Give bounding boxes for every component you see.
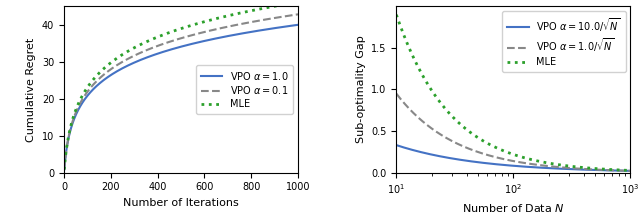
VPO $\alpha = 1.0/\sqrt{N}$ (627, 170, 634, 172)
VPO $\alpha = 1.0/\sqrt{N}$ (622, 170, 630, 172)
Y-axis label: Cumulative Regret: Cumulative Regret (26, 37, 36, 142)
MLE (60, 168, 68, 171)
VPO $\alpha = 10.0/\sqrt{N}$ (627, 170, 634, 172)
VPO $\alpha = 0.1$ (294, 13, 302, 16)
VPO $\alpha = 1.0/\sqrt{N}$ (596, 168, 604, 171)
Legend: VPO $\alpha = 1.0$, VPO $\alpha = 0.1$, MLE: VPO $\alpha = 1.0$, VPO $\alpha = 0.1$, … (196, 65, 293, 114)
VPO $\alpha = 1.0$ (264, 28, 272, 30)
Line: VPO $\alpha = 0.1$: VPO $\alpha = 0.1$ (64, 14, 298, 170)
Legend: VPO $\alpha = 10.0/\sqrt{N}$, VPO $\alpha = 1.0/\sqrt{N}$, MLE: VPO $\alpha = 10.0/\sqrt{N}$, VPO $\alph… (502, 11, 625, 72)
MLE (392, 13, 400, 16)
MLE (150, 37, 157, 40)
VPO $\alpha = 0.1$ (60, 168, 68, 171)
Line: MLE: MLE (64, 2, 298, 170)
VPO $\alpha = 0.1$ (290, 14, 298, 16)
VPO $\alpha = 1.0/\sqrt{N}$ (433, 131, 441, 133)
VPO $\alpha = 1.0$ (87, 91, 95, 93)
MLE (627, 169, 634, 172)
VPO $\alpha = 10.0/\sqrt{N}$ (596, 169, 604, 171)
Y-axis label: Sub-optimality Gap: Sub-optimality Gap (356, 36, 365, 143)
X-axis label: Number of Data $N$: Number of Data $N$ (462, 202, 564, 213)
VPO $\alpha = 1.0/\sqrt{N}$ (483, 153, 490, 156)
VPO $\alpha = 1.0$ (294, 23, 302, 26)
VPO $\alpha = 0.1$ (150, 46, 157, 49)
VPO $\alpha = 10.0/\sqrt{N}$ (483, 162, 490, 164)
VPO $\alpha = 1.0$ (60, 168, 68, 171)
VPO $\alpha = 10.0/\sqrt{N}$ (622, 170, 630, 172)
MLE (290, 2, 298, 4)
VPO $\alpha = 0.1$ (101, 73, 109, 75)
VPO $\alpha = 1.0$ (150, 54, 157, 56)
MLE (294, 1, 302, 3)
MLE (483, 141, 490, 144)
MLE (596, 168, 604, 170)
Line: MLE: MLE (396, 15, 630, 170)
VPO $\alpha = 0.1$ (160, 42, 168, 45)
MLE (492, 146, 500, 149)
Line: VPO $\alpha = 1.0/\sqrt{N}$: VPO $\alpha = 1.0/\sqrt{N}$ (396, 94, 630, 171)
VPO $\alpha = 0.1$ (264, 18, 272, 20)
VPO $\alpha = 10.0/\sqrt{N}$ (433, 154, 441, 157)
VPO $\alpha = 1.0/\sqrt{N}$ (492, 156, 500, 159)
VPO $\alpha = 1.0$ (101, 78, 109, 81)
Line: VPO $\alpha = 10.0/\sqrt{N}$: VPO $\alpha = 10.0/\sqrt{N}$ (396, 145, 630, 171)
X-axis label: Number of Iterations: Number of Iterations (123, 198, 239, 208)
Line: VPO $\alpha = 1.0$: VPO $\alpha = 1.0$ (64, 25, 298, 170)
VPO $\alpha = 10.0/\sqrt{N}$ (419, 151, 427, 154)
VPO $\alpha = 0.1$ (87, 86, 95, 89)
VPO $\alpha = 10.0/\sqrt{N}$ (392, 144, 400, 146)
MLE (433, 97, 441, 99)
MLE (160, 33, 168, 36)
VPO $\alpha = 1.0$ (290, 24, 298, 27)
MLE (87, 81, 95, 84)
VPO $\alpha = 10.0/\sqrt{N}$ (492, 163, 500, 166)
MLE (264, 6, 272, 9)
MLE (622, 169, 630, 171)
MLE (101, 66, 109, 69)
VPO $\alpha = 1.0/\sqrt{N}$ (392, 92, 400, 95)
VPO $\alpha = 1.0/\sqrt{N}$ (419, 120, 427, 123)
MLE (419, 75, 427, 78)
VPO $\alpha = 1.0$ (160, 50, 168, 53)
